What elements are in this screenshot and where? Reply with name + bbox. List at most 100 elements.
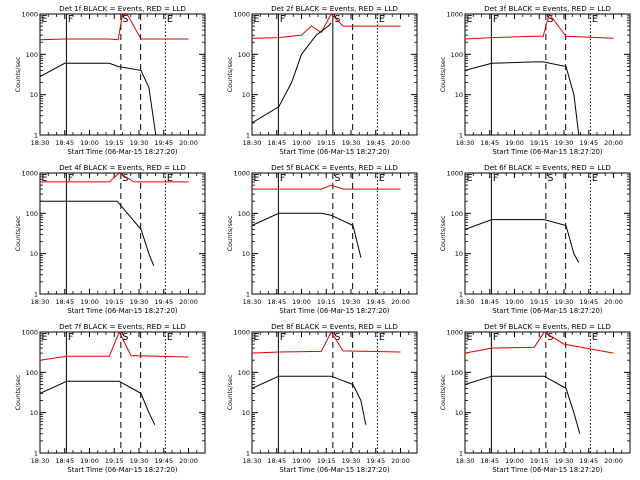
panel-title: Det 1f BLACK = Events, RED = LLD <box>59 4 186 13</box>
y-axis-label: Counts/sec <box>14 215 22 251</box>
x-tick-label: 18:30 <box>456 457 475 465</box>
marker-label: E <box>592 332 598 343</box>
y-axis-label: Counts/sec <box>226 215 234 251</box>
x-tick-label: 19:45 <box>579 298 598 306</box>
plot-frame <box>464 13 631 136</box>
x-tick-label: 18:45 <box>480 139 499 147</box>
x-tick-label: 18:30 <box>456 298 475 306</box>
detector-panel-8: Det 8f BLACK = Events, RED = LLD 1 10 100 10… <box>226 322 418 474</box>
x-tick-label: 19:15 <box>530 139 549 147</box>
plot-frame <box>39 172 206 295</box>
events-series <box>40 380 156 426</box>
y-tick-label: 10 <box>455 91 463 99</box>
x-tick-label: 19:45 <box>154 457 173 465</box>
detector-panel-2: Det 2f BLACK = Events, RED = LLD 1 10 100 10… <box>226 4 418 156</box>
x-tick-label: 20:00 <box>391 457 410 465</box>
x-tick-label: 19:15 <box>530 298 549 306</box>
y-tick-label: 1000 <box>446 170 463 178</box>
detector-panel-5: Det 5f BLACK = Events, RED = LLD 1 10 100 10… <box>226 163 418 315</box>
y-tick-label: 100 <box>451 51 463 59</box>
x-tick-label: 18:45 <box>267 457 286 465</box>
y-tick-label: 100 <box>26 51 38 59</box>
plot-frame <box>464 172 631 295</box>
y-tick-label: 10 <box>242 250 250 258</box>
events-series <box>465 61 580 135</box>
x-tick-label: 18:30 <box>31 298 50 306</box>
marker-label: S <box>122 14 128 25</box>
x-tick-label: 19:00 <box>80 298 99 306</box>
y-tick-label: 10 <box>455 250 463 258</box>
x-axis-label: Start Time (06-Mar-15 18:27:20) <box>279 307 389 315</box>
y-tick-label: 100 <box>451 210 463 218</box>
plot-frame <box>39 13 206 136</box>
x-tick-label: 19:45 <box>154 139 173 147</box>
panel-title: Det 2f BLACK = Events, RED = LLD <box>271 4 398 13</box>
detector-panel-9: Det 9f BLACK = Events, RED = LLD 1 10 100 10… <box>439 322 631 474</box>
x-tick-label: 20:00 <box>604 457 623 465</box>
x-tick-label: 19:30 <box>130 139 149 147</box>
y-tick-label: 1000 <box>446 11 463 19</box>
marker-label: E <box>467 14 473 25</box>
x-tick-label: 19:15 <box>105 457 124 465</box>
x-tick-label: 19:00 <box>292 457 311 465</box>
x-tick-label: 18:45 <box>55 457 74 465</box>
marker-label: F <box>493 173 498 184</box>
lld-series <box>40 14 189 41</box>
marker-label: E <box>379 332 385 343</box>
x-tick-label: 19:30 <box>130 298 149 306</box>
x-tick-label: 20:00 <box>179 457 198 465</box>
panel-title: Det 7f BLACK = Events, RED = LLD <box>59 322 186 331</box>
x-tick-label: 20:00 <box>391 139 410 147</box>
plot-frame <box>464 331 631 454</box>
marker-label: F <box>280 173 285 184</box>
x-tick-label: 19:45 <box>579 457 598 465</box>
events-series <box>252 212 362 258</box>
marker-label: E <box>42 173 48 184</box>
marker-label: S <box>547 332 553 343</box>
y-tick-label: 100 <box>238 51 250 59</box>
detector-panel-6: Det 6f BLACK = Events, RED = LLD 1 10 100 10… <box>439 163 631 315</box>
panel-title: Det 6f BLACK = Events, RED = LLD <box>484 163 611 172</box>
y-tick-label: 1 <box>459 291 463 299</box>
x-tick-label: 18:30 <box>31 457 50 465</box>
plot-frame <box>251 172 418 295</box>
marker-label: F <box>493 14 498 25</box>
marker-label: E <box>42 14 48 25</box>
y-tick-label: 10 <box>30 250 38 258</box>
lld-series <box>465 14 614 40</box>
lld-series <box>40 332 189 361</box>
x-tick-label: 18:45 <box>267 139 286 147</box>
x-tick-label: 19:15 <box>105 298 124 306</box>
x-axis-label: Start Time (06-Mar-15 18:27:20) <box>492 148 602 156</box>
marker-label: F <box>280 14 285 25</box>
x-tick-label: 19:30 <box>342 298 361 306</box>
marker-label: E <box>167 332 173 343</box>
detector-panel-1: Det 1f BLACK = Events, RED = LLD 1 10 100 10… <box>14 4 206 156</box>
y-axis-label: Counts/sec <box>439 215 447 251</box>
x-tick-label: 18:30 <box>243 298 262 306</box>
x-tick-label: 19:00 <box>292 139 311 147</box>
y-tick-label: 100 <box>26 369 38 377</box>
y-axis-label: Counts/sec <box>226 374 234 410</box>
y-tick-label: 100 <box>26 210 38 218</box>
panel-title: Det 8f BLACK = Events, RED = LLD <box>271 322 398 331</box>
events-series <box>252 375 367 425</box>
x-tick-label: 18:45 <box>480 298 499 306</box>
detector-panel-3: Det 3f BLACK = Events, RED = LLD 1 10 100 10… <box>439 4 631 156</box>
y-tick-label: 1000 <box>21 11 38 19</box>
marker-label: E <box>467 173 473 184</box>
x-tick-label: 18:45 <box>55 298 74 306</box>
marker-label: E <box>167 173 173 184</box>
marker-label: S <box>122 173 128 184</box>
x-tick-label: 18:45 <box>55 139 74 147</box>
x-tick-label: 20:00 <box>179 298 198 306</box>
y-tick-label: 10 <box>242 409 250 417</box>
x-tick-label: 19:15 <box>317 298 336 306</box>
panel-title: Det 4f BLACK = Events, RED = LLD <box>59 163 186 172</box>
y-axis-label: Counts/sec <box>439 374 447 410</box>
x-tick-label: 19:45 <box>366 457 385 465</box>
lld-series <box>252 14 401 39</box>
y-axis-label: Counts/sec <box>14 56 22 92</box>
x-tick-label: 19:00 <box>80 457 99 465</box>
